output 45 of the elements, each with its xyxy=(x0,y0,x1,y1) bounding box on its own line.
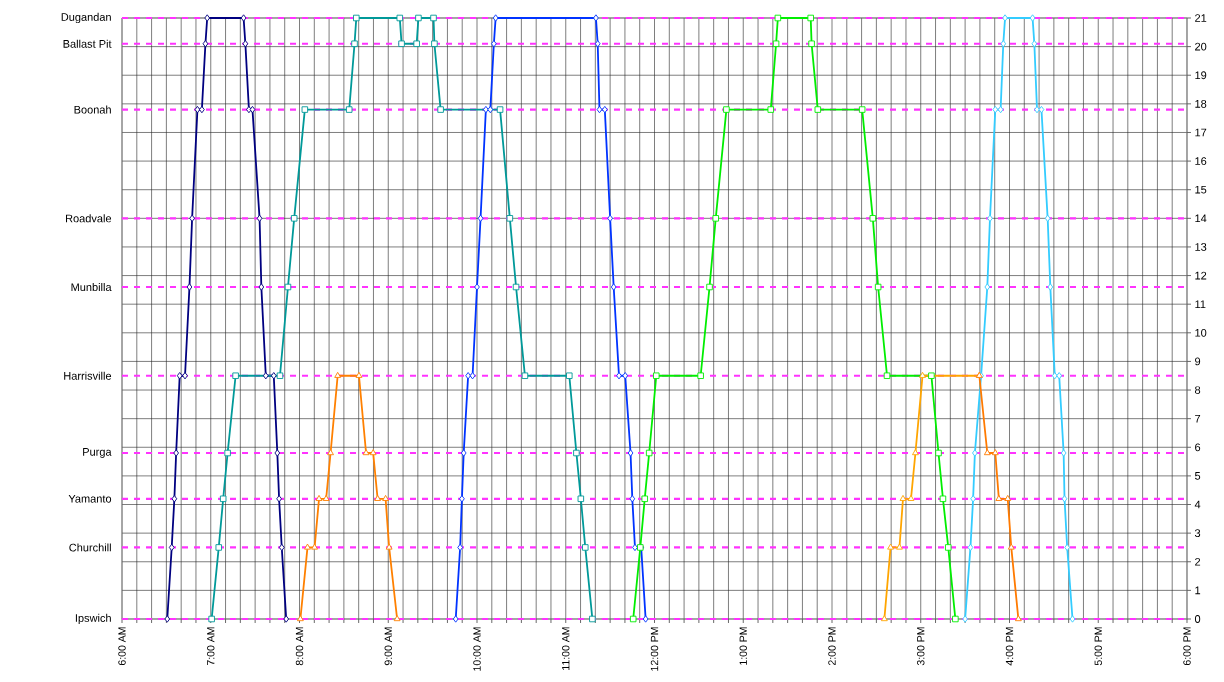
ref-line-label: Ipswich xyxy=(75,613,111,625)
y-tick-label: 11 xyxy=(1195,300,1206,308)
x-tick-label: 4:00 PM xyxy=(1005,627,1014,666)
y-tick-label: 17 xyxy=(1195,128,1207,137)
x-tick-label: 9:00 AM xyxy=(384,627,392,666)
x-tick-label: 5:00 PM xyxy=(1094,627,1102,666)
y-tick-label: 1 xyxy=(1195,586,1201,595)
y-tick-label: 16 xyxy=(1195,157,1207,165)
ref-line-label: Roadvale xyxy=(66,214,112,223)
x-tick-label: 11:00 AM xyxy=(562,627,570,670)
y-tick-label: 19 xyxy=(1195,71,1207,80)
y-tick-label: 2 xyxy=(1195,557,1201,566)
x-tick-label: 6:00 AM xyxy=(118,627,126,666)
y-tick-label: 13 xyxy=(1195,243,1207,251)
x-tick-label: 1:00 PM xyxy=(739,627,747,665)
y-tick-label: 9 xyxy=(1195,357,1201,366)
y-tick-label: 6 xyxy=(1195,443,1201,452)
ref-line-label: Purga xyxy=(83,448,112,458)
y-tick-label: 21 xyxy=(1195,14,1207,22)
ref-line-label: Ballast Pit xyxy=(63,39,112,48)
y-tick-label: 3 xyxy=(1194,529,1201,538)
y-tick-label: 0 xyxy=(1194,615,1201,623)
ref-line-label: Munbilla xyxy=(71,282,112,292)
x-tick-label: 12:00 PM xyxy=(650,627,659,671)
ref-line-label: Yamanto xyxy=(68,494,112,503)
y-tick-label: 20 xyxy=(1195,42,1207,51)
x-tick-label: 8:00 AM xyxy=(295,627,304,666)
y-tick-label: 14 xyxy=(1195,214,1207,223)
y-tick-label: 5 xyxy=(1194,472,1201,480)
ref-line-label: Harrisville xyxy=(64,371,112,380)
y-tick-label: 4 xyxy=(1194,500,1201,509)
x-tick-label: 3:00 PM xyxy=(917,627,925,666)
y-tick-label: 15 xyxy=(1195,185,1207,194)
x-tick-label: 10:00 AM xyxy=(473,627,481,671)
y-tick-label: 12 xyxy=(1195,271,1207,280)
x-tick-label: 2:00 PM xyxy=(828,627,836,666)
y-tick-label: 18 xyxy=(1195,99,1207,108)
y-tick-label: 10 xyxy=(1195,328,1207,337)
ref-line-label: Boonah xyxy=(74,105,111,114)
y-tick-label: 8 xyxy=(1195,386,1201,394)
ref-line-label: Churchill xyxy=(69,543,111,552)
y-tick-label: 7 xyxy=(1195,414,1201,423)
x-tick-label: 7:00 AM xyxy=(207,627,215,666)
x-tick-label: 6:00 PM xyxy=(1183,627,1191,666)
ref-line-label: Dugandan xyxy=(61,12,111,24)
